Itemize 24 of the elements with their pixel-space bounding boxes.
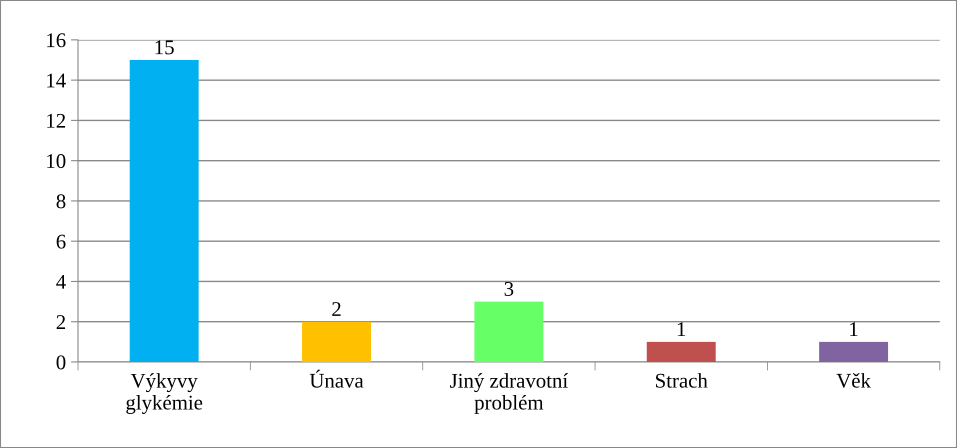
data-label: 15 [156, 40, 174, 54]
bar [130, 60, 199, 362]
x-tick-label: Strach [656, 373, 708, 388]
y-tick-label: 6 [56, 234, 66, 249]
y-tick-label: 14 [47, 74, 66, 88]
data-label: 1 [850, 322, 858, 336]
bar [474, 302, 544, 362]
x-tick-label: Únava [310, 370, 364, 388]
y-tick-label: 8 [56, 194, 66, 208]
y-tick-label: 16 [47, 33, 66, 48]
y-tick-label: 10 [47, 154, 66, 168]
bar [302, 322, 371, 362]
bar [646, 342, 716, 362]
bar [819, 342, 888, 362]
data-label: 3 [504, 282, 514, 296]
x-tick-label: Jiný zdravotní problém [450, 373, 568, 414]
y-tick-label: 2 [56, 315, 66, 329]
y-tick-label: 4 [56, 274, 66, 289]
y-tick-label: 0 [56, 355, 66, 370]
y-tick-label: 12 [47, 114, 66, 128]
x-tick-label: Věk [836, 373, 871, 388]
x-tick-label: Výkyvy glykémie [126, 373, 202, 414]
data-label: 1 [678, 322, 686, 336]
data-label: 2 [332, 302, 341, 316]
